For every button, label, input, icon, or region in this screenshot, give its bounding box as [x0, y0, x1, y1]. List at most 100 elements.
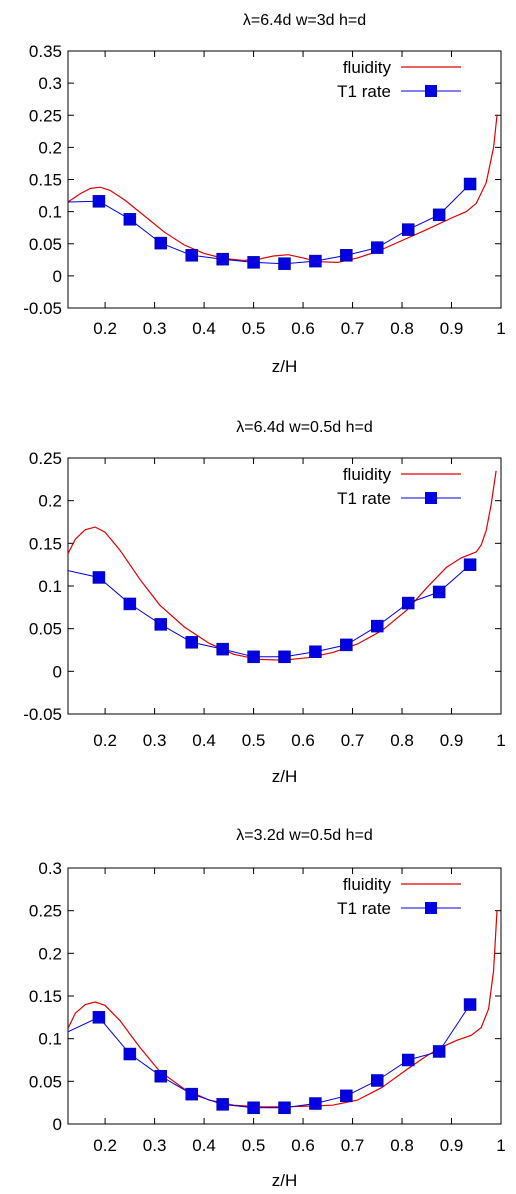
chart-panel-3: λ=3.2d w=0.5d h=d 0 0.05 0.1 0.15 0.2 0.25 0.3 0… — [29, 827, 506, 1190]
plot-area — [68, 910, 498, 1115]
y-tick-label: 0.2 — [38, 492, 62, 511]
y-tick-label: 0.2 — [38, 944, 62, 963]
x-tick-label: 0.2 — [93, 731, 117, 750]
legend-marker — [425, 85, 437, 97]
data-point — [432, 1045, 446, 1058]
data-point — [92, 195, 106, 208]
series-line-2 — [68, 564, 471, 658]
x-tick-label: 0.7 — [341, 1136, 365, 1155]
data-point — [278, 650, 291, 664]
data-point — [371, 1074, 384, 1087]
series-line-1 — [68, 470, 497, 661]
y-tick-label: -0.05 — [23, 705, 62, 724]
y-tick-label: 0.35 — [29, 42, 62, 61]
y-tick-label: 0 — [53, 267, 62, 286]
x-tick-label: 0.4 — [192, 319, 216, 338]
data-point — [154, 1069, 168, 1083]
data-point — [463, 998, 477, 1011]
legend-label: T1 rate — [337, 489, 391, 508]
chart-title: λ=3.2d w=0.5d h=d — [236, 827, 373, 844]
chart-panel-2: λ=6.4d w=0.5d h=d -0.05 0 0.05 0.1 0.15 0.2 0.2… — [23, 419, 505, 786]
data-point — [216, 642, 229, 656]
x-tick-label: 1 — [496, 731, 505, 750]
x-tick-label: 0.6 — [291, 1136, 315, 1155]
data-point — [278, 1101, 291, 1115]
x-tick-label: 0.7 — [341, 731, 365, 750]
chart-panel-1: λ=6.4d w=3d h=d -0.05 0 0.05 0.1 0.15 0.2 0.25 0… — [23, 12, 505, 376]
data-point — [247, 256, 260, 269]
data-point — [216, 252, 229, 266]
legend-label: T1 rate — [337, 82, 391, 101]
x-tick-label: 0.3 — [143, 1136, 167, 1155]
y-tick-label: 0.05 — [29, 235, 62, 254]
x-tick-label: 0.9 — [440, 319, 464, 338]
data-point — [154, 236, 168, 250]
data-point — [185, 1087, 198, 1101]
x-tick-label: 0.4 — [192, 1136, 216, 1155]
y-tick-label: 0.3 — [38, 859, 62, 878]
data-point — [123, 1047, 137, 1061]
data-point — [278, 257, 291, 270]
x-tick-label: 0.3 — [143, 319, 167, 338]
x-tick-label: 0.5 — [242, 1136, 266, 1155]
y-tick-label: 0.2 — [38, 138, 62, 157]
y-tick-label: 0.1 — [38, 577, 62, 596]
y-tick-label: 0.3 — [38, 74, 62, 93]
x-tick-label: 0.6 — [291, 319, 315, 338]
x-tick-label: 0.8 — [390, 1136, 414, 1155]
y-tick-label: 0.15 — [29, 171, 62, 190]
legend-label: T1 rate — [337, 899, 391, 918]
legend-marker — [425, 902, 437, 914]
plot-area — [68, 470, 497, 664]
data-point — [123, 597, 137, 611]
data-point — [432, 208, 446, 222]
data-point — [371, 619, 384, 633]
chart-title: λ=6.4d w=0.5d h=d — [236, 419, 373, 436]
y-tick-label: 0.05 — [29, 1072, 62, 1091]
y-tick-label: 0.05 — [29, 620, 62, 639]
chart-title: λ=6.4d w=3d h=d — [243, 12, 366, 29]
legend-label: fluidity — [343, 58, 392, 77]
data-point — [216, 1098, 229, 1111]
data-point — [463, 558, 477, 571]
x-tick-label: 1 — [496, 319, 505, 338]
y-tick-label: 0 — [53, 662, 62, 681]
x-tick-label: 0.5 — [242, 319, 266, 338]
data-point — [92, 1011, 106, 1024]
x-tick-label: 0.8 — [390, 731, 414, 750]
series-line-1 — [68, 910, 498, 1108]
data-point — [154, 618, 168, 631]
x-tick-label: 0.2 — [93, 319, 117, 338]
x-axis-label: z/H — [272, 1171, 298, 1190]
data-point — [92, 571, 106, 584]
legend-marker — [425, 492, 437, 504]
y-tick-label: 0.25 — [29, 106, 62, 125]
x-tick-label: 0.9 — [440, 1136, 464, 1155]
x-tick-label: 0.4 — [192, 731, 216, 750]
x-tick-label: 0.6 — [291, 731, 315, 750]
data-point — [185, 249, 198, 262]
x-tick-label: 0.8 — [390, 319, 414, 338]
y-tick-label: 0.15 — [29, 534, 62, 553]
data-point — [123, 213, 137, 226]
data-point — [247, 650, 260, 664]
data-point — [247, 1101, 260, 1115]
x-tick-label: 0.9 — [440, 731, 464, 750]
data-point — [463, 177, 477, 191]
x-tick-label: 0.2 — [93, 1136, 117, 1155]
x-axis-label: z/H — [272, 357, 298, 376]
series-line-1 — [68, 115, 498, 264]
x-tick-label: 0.5 — [242, 731, 266, 750]
y-tick-label: 0.25 — [29, 449, 62, 468]
data-point — [340, 638, 353, 652]
y-tick-label: 0.1 — [38, 203, 62, 222]
y-tick-label: 0.15 — [29, 987, 62, 1006]
y-tick-label: 0.1 — [38, 1030, 62, 1049]
data-point — [401, 223, 415, 236]
x-tick-label: 0.7 — [341, 319, 365, 338]
data-point — [309, 254, 322, 268]
data-point — [401, 596, 415, 610]
data-point — [185, 636, 198, 649]
y-tick-label: 0 — [53, 1115, 62, 1134]
